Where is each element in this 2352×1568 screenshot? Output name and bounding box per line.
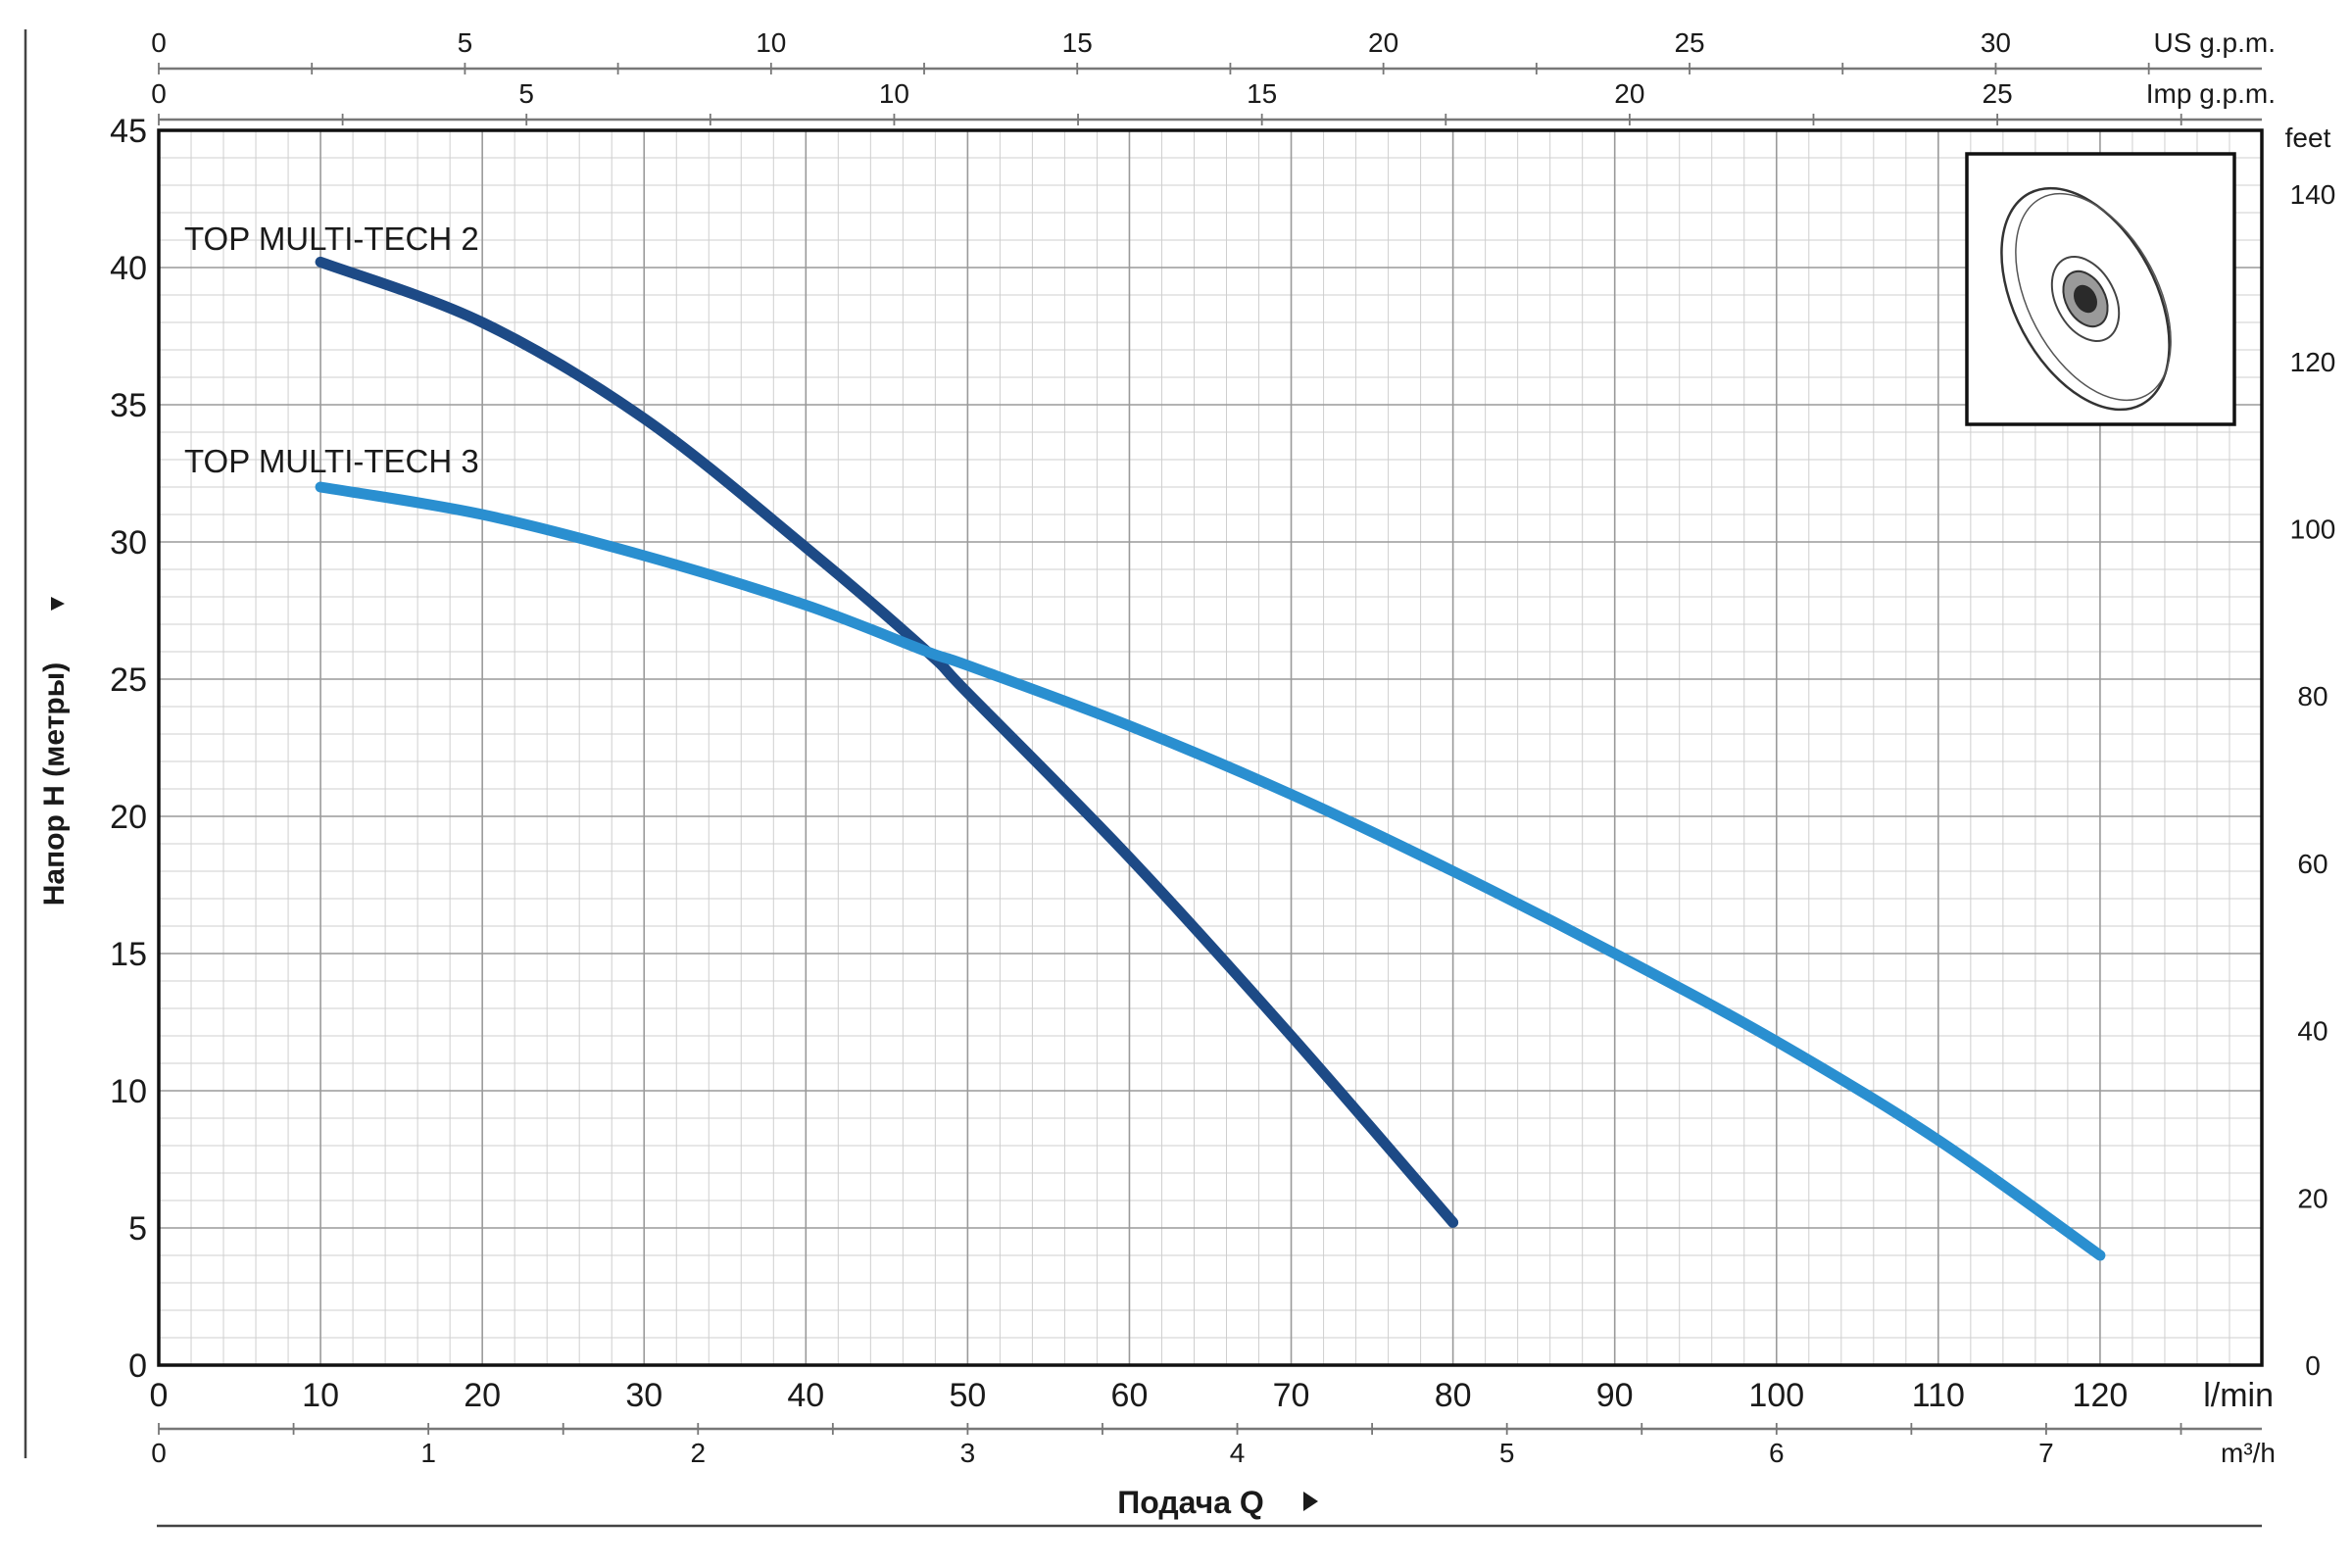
us-gpm-axis-tick-label: 15 xyxy=(1062,27,1093,58)
m3h-axis-tick-label: 2 xyxy=(690,1438,706,1468)
us-gpm-axis-tick-label: 30 xyxy=(1981,27,2011,58)
impeller-outer-ring xyxy=(2000,186,2171,412)
feet-tick-label: 100 xyxy=(2290,514,2336,545)
imp-gpm-axis-tick-label: 25 xyxy=(1983,78,2013,109)
feet-tick-label: 80 xyxy=(2297,681,2328,711)
x-tick-label: 40 xyxy=(787,1377,824,1414)
x-tick-label: 50 xyxy=(949,1377,986,1414)
us-gpm-axis-unit-label: US g.p.m. xyxy=(2154,27,2276,58)
series-line xyxy=(315,481,2106,1261)
x-tick-label: 70 xyxy=(1273,1377,1310,1414)
impeller-bore xyxy=(2074,284,2097,314)
x-tick-label: 20 xyxy=(464,1377,501,1414)
y-tick-label: 0 xyxy=(128,1348,147,1385)
y-tick-label: 40 xyxy=(110,250,147,287)
feet-tick-label: 140 xyxy=(2290,179,2336,210)
us-gpm-axis-tick-label: 25 xyxy=(1674,27,1704,58)
m3h-axis-tick-label: 5 xyxy=(1499,1438,1515,1468)
y-axis-arrow-icon xyxy=(51,597,65,611)
imp-gpm-axis-tick-label: 10 xyxy=(879,78,909,109)
y-tick-label: 15 xyxy=(110,936,147,973)
us-gpm-axis-tick-label: 20 xyxy=(1368,27,1398,58)
y-tick-label: 45 xyxy=(110,113,147,150)
feet-tick-label: 60 xyxy=(2297,849,2328,879)
y-tick-label: 30 xyxy=(110,524,147,562)
imp-gpm-axis-unit-label: Imp g.p.m. xyxy=(2146,78,2276,109)
x-tick-label: 120 xyxy=(2073,1377,2129,1414)
imp-gpm-axis-tick-label: 20 xyxy=(1614,78,1644,109)
plot-border xyxy=(157,128,2264,1367)
x-tick-label: 0 xyxy=(150,1377,169,1414)
x-tick-label: 30 xyxy=(625,1377,662,1414)
feet-tick-label: 120 xyxy=(2290,347,2336,377)
x-unit-label: l/min xyxy=(2203,1377,2274,1414)
series-line xyxy=(315,256,1459,1228)
plot-frame xyxy=(24,29,2264,1528)
feet-tick-label: 20 xyxy=(2297,1183,2328,1213)
impeller-icon xyxy=(2000,186,2172,412)
x-tick-label: 60 xyxy=(1111,1377,1149,1414)
feet-unit-label: feet xyxy=(2285,122,2331,153)
x-tick-label: 100 xyxy=(1748,1377,1804,1414)
m3h-axis-tick-label: 1 xyxy=(420,1438,436,1468)
m3h-axis-tick-label: 6 xyxy=(1769,1438,1785,1468)
x-tick-label: 110 xyxy=(1912,1377,1965,1414)
y-tick-label: 20 xyxy=(110,799,147,836)
series-layer: TOP MULTI-TECH 2 TOP MULTI-TECH 3 xyxy=(184,220,2106,1261)
feet-tick-label: 40 xyxy=(2297,1016,2328,1047)
x-axis-title: Подача Q xyxy=(1117,1485,1264,1520)
impeller-hub-ring xyxy=(2050,256,2121,342)
imp-gpm-axis-tick-label: 15 xyxy=(1247,78,1277,109)
m3h-axis-tick-label: 4 xyxy=(1230,1438,1246,1468)
tick-labels: 0 5 10 15 20 25 30 35 40 45 0 10 20 30 40 50 60 70 80 90 100… xyxy=(110,113,2274,1414)
us-gpm-axis-tick-label: 0 xyxy=(151,27,167,58)
series-label: TOP MULTI-TECH 2 xyxy=(184,220,479,257)
secondary-axes: 0 5 10 15 20 25 30 US g.p.m.0 5 10 15 20 25 Imp g.p.m… xyxy=(151,27,2335,1468)
m3h-axis-tick-label: 0 xyxy=(151,1438,167,1468)
minor-grid xyxy=(159,130,2262,1365)
imp-gpm-axis-tick-label: 5 xyxy=(518,78,534,109)
x-tick-label: 10 xyxy=(302,1377,339,1414)
us-gpm-axis-tick-label: 10 xyxy=(756,27,786,58)
x-tick-label: 90 xyxy=(1596,1377,1634,1414)
m3h-axis-tick-label: 3 xyxy=(960,1438,976,1468)
series-label: TOP MULTI-TECH 3 xyxy=(184,443,479,479)
impeller-rim xyxy=(2015,192,2172,402)
feet-tick-label: 0 xyxy=(2305,1350,2321,1381)
y-axis-title: Напор H (метры) xyxy=(38,662,71,906)
imp-gpm-axis-tick-label: 0 xyxy=(151,78,167,109)
y-tick-label: 10 xyxy=(110,1073,147,1110)
x-tick-label: 80 xyxy=(1435,1377,1472,1414)
us-gpm-axis-tick-label: 5 xyxy=(458,27,473,58)
y-tick-label: 25 xyxy=(110,662,147,699)
m3h-axis-unit-label: m³/h xyxy=(2221,1438,2276,1468)
x-axis-arrow-icon xyxy=(1303,1492,1318,1511)
y-tick-label: 5 xyxy=(128,1210,147,1248)
impeller-inset xyxy=(1965,152,2236,426)
y-tick-label: 35 xyxy=(110,387,147,424)
m3h-axis-tick-label: 7 xyxy=(2038,1438,2054,1468)
